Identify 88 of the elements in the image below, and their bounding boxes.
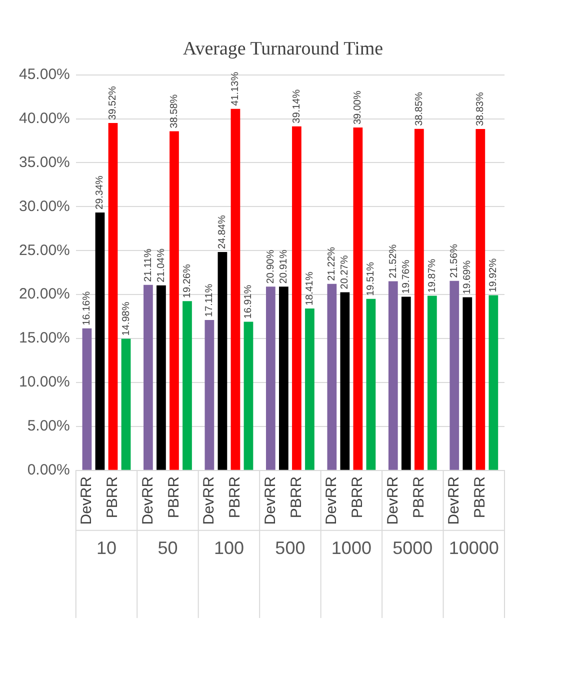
bar xyxy=(488,295,498,470)
bar xyxy=(144,284,153,470)
bar xyxy=(476,129,486,470)
data-label: 18.41% xyxy=(304,272,316,306)
text: PBRR xyxy=(104,476,122,518)
x-tick-label: 10 xyxy=(96,538,117,558)
y-tick-label: 5.00% xyxy=(27,418,70,435)
data-label: 19.69% xyxy=(462,260,474,294)
data-label: 17.11% xyxy=(204,284,216,317)
bar xyxy=(156,285,166,470)
bar xyxy=(327,284,337,470)
bar xyxy=(340,292,350,470)
bar xyxy=(204,320,214,470)
x-tick-label: 5000 xyxy=(392,538,433,558)
x-tick-label: 500 xyxy=(275,538,306,558)
data-label: 38.85% xyxy=(414,92,425,126)
data-label: 38.83% xyxy=(475,92,486,126)
text: DevRR xyxy=(323,476,340,525)
data-label: 14.98% xyxy=(120,302,132,336)
y-tick-label: 0.00% xyxy=(27,462,70,479)
x-tick-label: 1000 xyxy=(331,538,372,558)
bar xyxy=(366,298,376,470)
bar xyxy=(428,296,437,470)
x-tick-label: 10000 xyxy=(448,538,499,558)
text: PBRR xyxy=(472,476,489,518)
data-label: 20.27% xyxy=(340,255,351,290)
data-label: 29.34% xyxy=(94,175,106,210)
bar xyxy=(414,128,424,470)
bar xyxy=(170,131,179,470)
data-label: 38.58% xyxy=(168,94,180,128)
data-label: 39.00% xyxy=(352,90,364,125)
y-tick-label: 30.00% xyxy=(19,198,70,215)
bar xyxy=(108,122,118,470)
bar xyxy=(121,338,131,470)
data-label: 20.91% xyxy=(278,250,290,284)
text: PBRR xyxy=(165,476,182,518)
bar xyxy=(95,212,105,470)
data-label: 21.04% xyxy=(156,248,167,282)
data-label: 24.84% xyxy=(217,215,228,250)
bar xyxy=(353,128,363,470)
y-tick-label: 10.00% xyxy=(19,374,70,391)
text: PBRR xyxy=(410,476,428,518)
chart-title: Average Turnaround Time xyxy=(182,38,384,60)
data-label: 39.52% xyxy=(108,86,119,120)
data-label: 21.52% xyxy=(388,244,399,278)
y-tick-label: 15.00% xyxy=(19,330,70,347)
text: DevRR xyxy=(384,476,402,525)
data-label: 21.11% xyxy=(142,248,154,282)
text: DevRR xyxy=(78,476,96,525)
data-label: 19.26% xyxy=(182,264,193,298)
data-label: 19.87% xyxy=(426,258,438,293)
text: DevRR xyxy=(446,476,463,525)
data-label: 41.13% xyxy=(230,72,242,106)
data-label: 16.16% xyxy=(82,291,93,326)
bar xyxy=(244,322,254,470)
text: PBRR xyxy=(226,476,244,518)
bar xyxy=(292,126,302,470)
bar xyxy=(388,281,398,470)
data-label: 20.90% xyxy=(265,250,276,284)
bar xyxy=(266,286,276,470)
bar xyxy=(401,296,411,470)
data-label: 39.14% xyxy=(291,89,302,124)
bar xyxy=(218,252,228,470)
bar xyxy=(279,286,288,470)
y-tick-label: 35.00% xyxy=(19,154,70,171)
x-tick-label: 50 xyxy=(158,538,178,558)
data-label: 21.22% xyxy=(326,246,338,281)
data-label: 19.92% xyxy=(488,258,500,292)
y-tick-label: 40.00% xyxy=(19,110,70,127)
data-label: 19.51% xyxy=(366,262,377,296)
bar xyxy=(305,308,314,470)
text: DevRR xyxy=(139,476,156,525)
bar xyxy=(230,108,240,470)
text: PBRR xyxy=(349,476,366,518)
y-tick-label: 25.00% xyxy=(19,242,70,259)
data-label: 16.91% xyxy=(243,284,254,319)
text: DevRR xyxy=(262,476,279,525)
data-label: 21.56% xyxy=(449,244,460,278)
text: DevRR xyxy=(200,476,218,525)
bar xyxy=(462,297,472,470)
text: PBRR xyxy=(288,476,305,518)
bar xyxy=(82,328,92,470)
y-tick-label: 20.00% xyxy=(19,286,70,303)
data-label: 19.76% xyxy=(400,260,412,294)
bar xyxy=(182,301,192,470)
x-tick-label: 100 xyxy=(214,538,244,558)
y-tick-label: 45.00% xyxy=(19,66,70,83)
bar xyxy=(450,280,460,470)
